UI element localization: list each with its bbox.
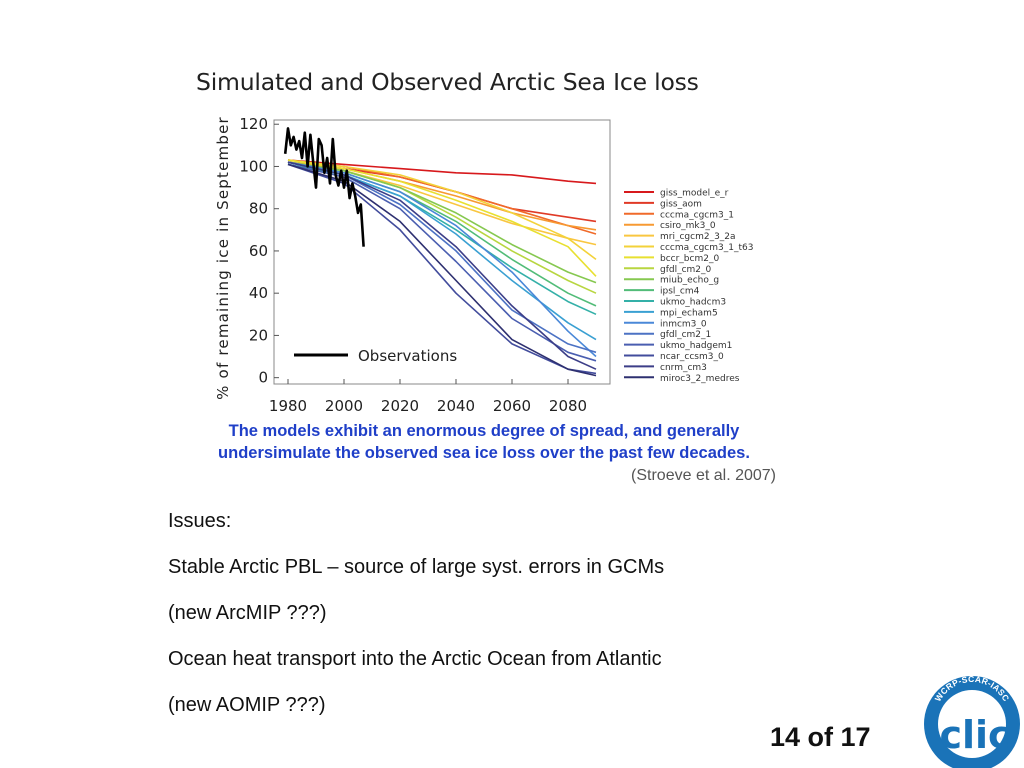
x-tick-label: 2060: [493, 397, 531, 415]
y-tick-label: 40: [249, 284, 268, 302]
y-tick-label: 60: [249, 242, 268, 260]
x-tick-label: 2080: [549, 397, 587, 415]
series-line-inmcm3_0: [287, 161, 597, 358]
x-tick-label: 2020: [381, 397, 419, 415]
y-tick-label: 0: [258, 369, 268, 387]
y-tick-label: 100: [239, 157, 268, 175]
series-line-gfdl_cm2_1: [287, 161, 597, 354]
issue-line-pbl: Stable Arctic PBL – source of large syst…: [168, 556, 665, 578]
issues-list: Issues: Stable Arctic PBL – source of la…: [168, 505, 868, 735]
chart-title: Simulated and Observed Arctic Sea Ice lo…: [196, 68, 699, 96]
y-tick-label: 80: [249, 200, 268, 218]
observations-line: [283, 127, 365, 247]
plot-frame: [273, 119, 611, 385]
series-line-bccr_bcm2_0: [287, 159, 597, 277]
series-line-gfdl_cm2_0: [287, 161, 597, 294]
x-tick-label: 2000: [325, 397, 363, 415]
legend-label-ukmo_hadgem1: ukmo_hadgem1: [660, 341, 732, 351]
chart-citation: (Stroeve et al. 2007): [631, 467, 776, 484]
legend-label-miroc3_2_medres: miroc3_2_medres: [660, 374, 740, 384]
series-line-cccma_cgcm3_1_t63: [287, 159, 597, 261]
legend-label-csiro_mk3_0: csiro_mk3_0: [660, 221, 716, 231]
clic-logo: WCRP-SCAR-IASC clic: [924, 674, 1020, 768]
issue-line-ocean-heat: Ocean heat transport into the Arctic Oce…: [168, 648, 662, 670]
series-line-miub_echo_g: [287, 161, 597, 284]
issue-line-aomip: (new AOMIP ???): [168, 694, 326, 716]
legend-label-mpi_echam5: mpi_echam5: [660, 308, 718, 318]
legend-label-gfdl_cm2_1: gfdl_cm2_1: [660, 330, 711, 340]
issue-line-arcmip: (new ArcMIP ???): [168, 602, 327, 624]
x-tick-label: 1980: [269, 397, 307, 415]
series-line-ukmo_hadgem1: [287, 163, 597, 362]
page-number: 14 of 17: [770, 722, 871, 752]
series-line-cnrm_cm3: [287, 161, 597, 370]
legend-label-ipsl_cm4: ipsl_cm4: [660, 287, 700, 297]
legend-label-cccma_cgcm3_1_t63: cccma_cgcm3_1_t63: [660, 243, 753, 253]
legend-label-gfdl_cm2_0: gfdl_cm2_0: [660, 265, 712, 275]
y-axis-label: % of remaining ice in September: [214, 116, 232, 400]
legend-label-cnrm_cm3: cnrm_cm3: [660, 363, 707, 373]
x-tick-label: 2040: [437, 397, 475, 415]
legend-label-miub_echo_g: miub_echo_g: [660, 276, 719, 286]
logo-word: clic: [939, 713, 1010, 757]
y-tick-label: 120: [239, 115, 268, 133]
chart-caption: The models exhibit an enormous degree of…: [218, 422, 750, 462]
legend-label-bccr_bcm2_0: bccr_bcm2_0: [660, 254, 719, 264]
legend-label-cccma_cgcm3_1: cccma_cgcm3_1: [660, 210, 734, 220]
y-tick-label: 20: [249, 326, 268, 344]
sea-ice-figure: Simulated and Observed Arctic Sea Ice lo…: [178, 58, 790, 490]
issues-heading: Issues:: [168, 510, 232, 532]
legend-label-mri_cgcm2_3_2a: mri_cgcm2_3_2a: [660, 232, 736, 242]
series-line-giss_model_e_r: [287, 159, 597, 185]
legend-label-ukmo_hadcm3: ukmo_hadcm3: [660, 298, 726, 308]
legend-label-giss_model_e_r: giss_model_e_r: [660, 189, 729, 199]
legend-label-ncar_ccsm3_0: ncar_ccsm3_0: [660, 352, 724, 362]
observations-key-label: Observations: [358, 347, 457, 365]
legend-label-giss_aom: giss_aom: [660, 199, 702, 209]
legend-label-inmcm3_0: inmcm3_0: [660, 319, 707, 329]
